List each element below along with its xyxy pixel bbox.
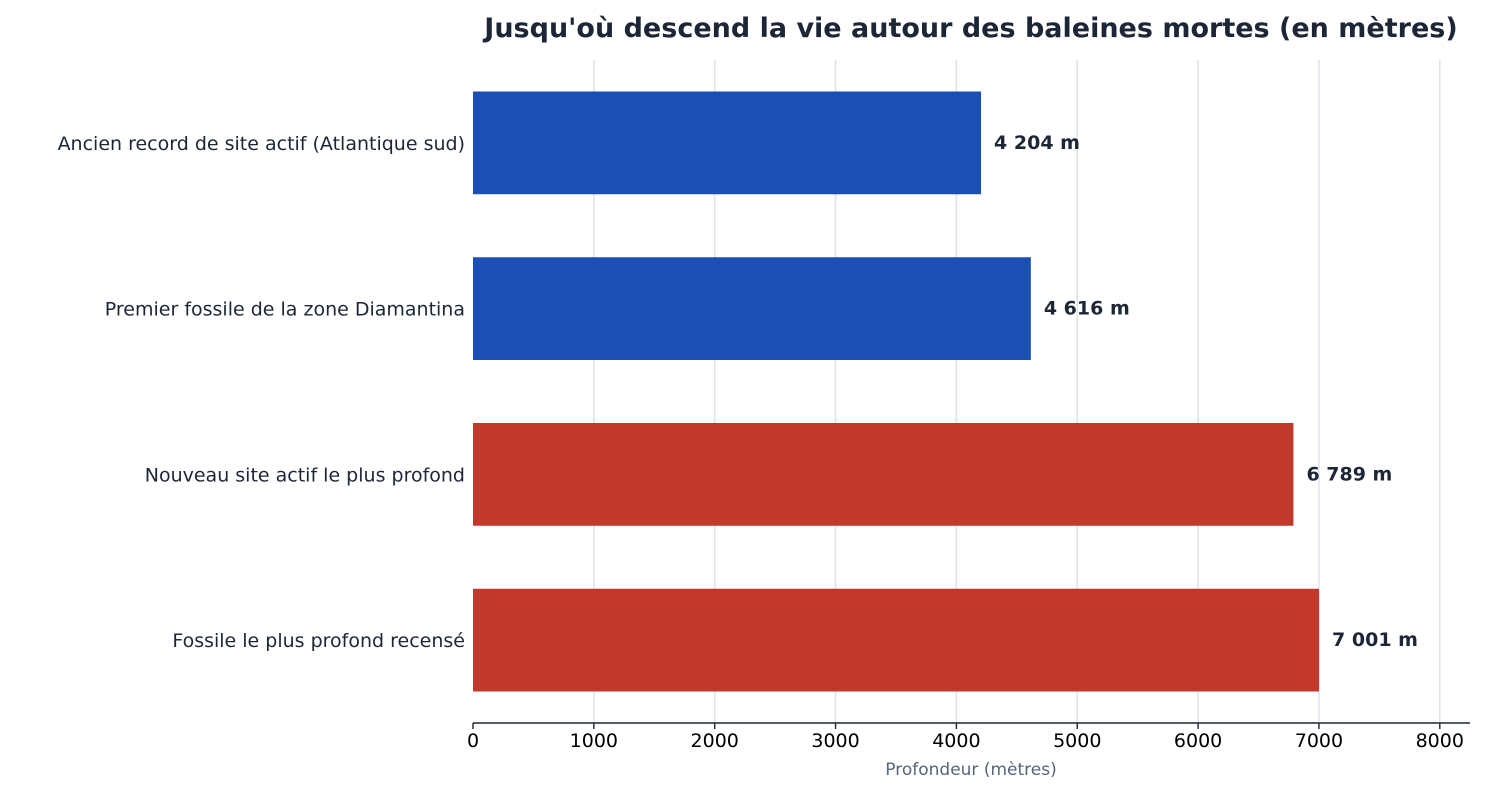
x-tick-label: 5000	[1053, 730, 1101, 752]
bar	[473, 588, 1320, 692]
bars: 4 204 m Ancien record de site actif (Atla…	[58, 91, 1418, 692]
data-label: 4 616 m	[1044, 298, 1130, 320]
x-tick-label: 8000	[1416, 730, 1464, 752]
bar	[473, 91, 982, 195]
data-label: 4 204 m	[994, 132, 1080, 154]
x-tick-label: 6000	[1174, 730, 1222, 752]
category-label: Fossile le plus profond recensé	[172, 630, 465, 652]
data-label: 7 001 m	[1332, 629, 1418, 651]
x-tick-label: 3000	[811, 730, 859, 752]
x-axis: 0 1000 2000 3000 4000 5000 6000 7000 8000	[467, 722, 1470, 752]
chart-title: Jusqu'où descend la vie autour des balei…	[482, 13, 1457, 44]
x-tick-label: 4000	[932, 730, 980, 752]
data-label: 6 789 m	[1306, 463, 1392, 485]
category-label: Premier fossile de la zone Diamantina	[105, 299, 465, 321]
x-tick-label: 1000	[570, 730, 618, 752]
category-label: Ancien record de site actif (Atlantique …	[58, 133, 465, 155]
x-tick-label: 0	[467, 730, 479, 752]
bar	[473, 422, 1294, 526]
x-tick-label: 7000	[1295, 730, 1343, 752]
x-axis-title: Profondeur (mètres)	[885, 760, 1056, 780]
x-tick-label: 2000	[691, 730, 739, 752]
bar	[473, 257, 1031, 361]
category-label: Nouveau site actif le plus profond	[145, 464, 465, 486]
